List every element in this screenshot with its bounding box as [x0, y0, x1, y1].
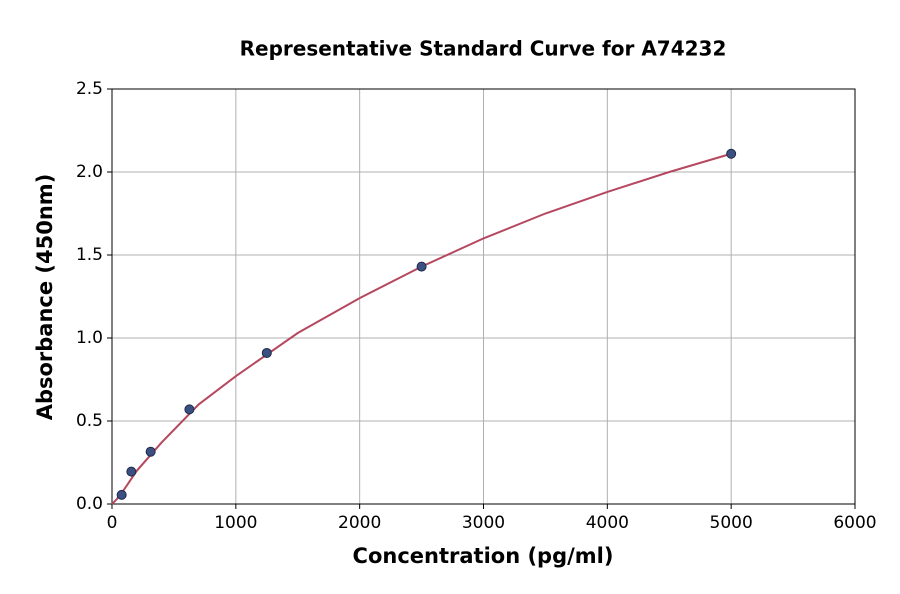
x-tick-label: 1000 — [214, 513, 257, 533]
data-point — [726, 148, 737, 159]
y-tick-label: 0.0 — [76, 494, 103, 514]
chart-title: Representative Standard Curve for A74232 — [240, 37, 727, 61]
data-point — [145, 446, 156, 457]
data-point — [126, 466, 137, 477]
y-tick-label: 0.5 — [76, 411, 103, 431]
x-tick-label: 6000 — [833, 513, 876, 533]
plot-frame — [111, 88, 856, 505]
y-tick-label: 1.0 — [76, 328, 103, 348]
x-tick-label: 4000 — [586, 513, 629, 533]
y-tick-label: 2.5 — [76, 79, 103, 99]
x-axis-label: Concentration (pg/ml) — [353, 544, 614, 568]
x-tick-label: 5000 — [710, 513, 753, 533]
y-tick-label: 2.0 — [76, 162, 103, 182]
x-tick-label: 2000 — [338, 513, 381, 533]
data-point — [116, 489, 127, 500]
x-tick-label: 0 — [107, 513, 118, 533]
data-point — [184, 404, 195, 415]
fit-curve — [111, 152, 732, 505]
x-tick-label: 3000 — [462, 513, 505, 533]
y-tick-label: 1.5 — [76, 245, 103, 265]
y-axis-label: Absorbance (450nm) — [33, 174, 57, 421]
data-point — [416, 261, 427, 272]
data-point — [261, 347, 272, 358]
